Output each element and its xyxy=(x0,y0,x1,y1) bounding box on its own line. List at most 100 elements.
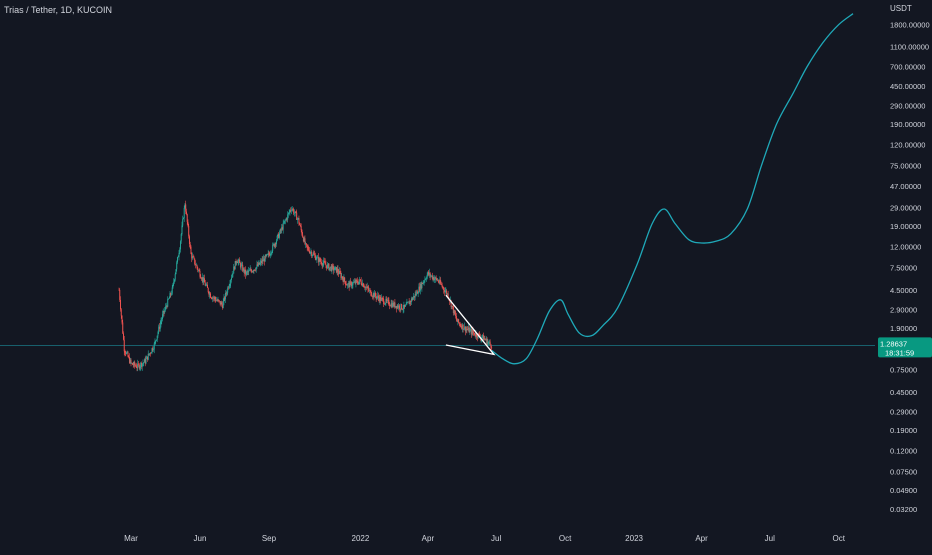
candle-body xyxy=(426,274,428,279)
candle-body xyxy=(431,275,433,277)
candle-body xyxy=(159,323,161,329)
candle-body xyxy=(133,362,135,366)
candle-body xyxy=(344,277,346,282)
candle-body xyxy=(149,353,151,355)
candle-body xyxy=(266,254,268,256)
candle-body xyxy=(362,283,364,286)
candle-body xyxy=(158,326,160,333)
candle-body xyxy=(152,348,154,351)
candle-body xyxy=(375,295,377,299)
candle-body xyxy=(246,271,248,273)
candle-body xyxy=(131,363,133,364)
candle-body xyxy=(239,260,241,264)
candle-body xyxy=(285,218,287,221)
candle-body xyxy=(134,362,136,366)
candle-body xyxy=(394,302,396,308)
candle-body xyxy=(154,341,156,344)
candle-body xyxy=(455,314,457,317)
candle-body xyxy=(458,319,460,323)
candle-body xyxy=(443,287,445,290)
price-axis[interactable]: 1800.00000 1100.00000 700.00000 450.00000 29… xyxy=(890,21,930,515)
candle-body xyxy=(132,364,134,366)
candle-body xyxy=(249,269,251,271)
candle-body xyxy=(360,280,362,284)
candle-body xyxy=(343,277,345,282)
candle-body xyxy=(196,265,198,268)
candle-body xyxy=(127,352,129,357)
candle-body xyxy=(124,351,126,353)
candle-body xyxy=(410,298,412,303)
candle-body xyxy=(272,244,274,251)
time-axis[interactable]: Mar Jun Sep 2022 Apr Jul Oct 2023 Apr Jul Oct xyxy=(124,534,846,543)
candle-body xyxy=(217,299,219,301)
candle-body xyxy=(222,301,224,309)
candle-body xyxy=(291,209,293,210)
candle-body xyxy=(406,302,408,305)
candle-body xyxy=(263,258,265,262)
candle-body xyxy=(314,254,316,256)
candle-body xyxy=(125,352,127,354)
falling-wedge-annotation xyxy=(445,294,496,356)
candle-body xyxy=(194,264,196,266)
candle-body xyxy=(315,259,317,260)
candle-body xyxy=(163,310,165,313)
candle-body xyxy=(421,282,423,289)
candle-body xyxy=(482,335,484,338)
candle-body xyxy=(201,277,203,280)
candle-body xyxy=(200,276,202,279)
candle-body xyxy=(230,280,232,284)
y-tick-label: 19.00000 xyxy=(890,222,921,231)
candle-body xyxy=(326,265,328,269)
candle-body xyxy=(162,310,164,315)
candle-body xyxy=(398,305,400,308)
candle-body xyxy=(353,281,355,283)
candle-body xyxy=(363,286,365,288)
candle-body xyxy=(260,261,262,263)
candle-body xyxy=(474,334,476,336)
candle-body xyxy=(276,235,278,241)
candle-body xyxy=(181,225,183,235)
candle-body xyxy=(305,243,307,245)
candle-body xyxy=(432,277,434,279)
candle-body xyxy=(309,252,311,253)
candle-body xyxy=(468,327,470,333)
candle-body xyxy=(445,290,447,292)
candle-body xyxy=(223,297,225,302)
candle-body xyxy=(350,282,352,287)
candle-body xyxy=(481,337,483,339)
candle-body xyxy=(341,276,343,279)
candle-body xyxy=(215,300,217,302)
y-tick-label: 12.00000 xyxy=(890,243,921,252)
candle-body xyxy=(118,289,120,291)
candle-body xyxy=(258,262,260,265)
candle-body xyxy=(209,293,211,298)
candle-body xyxy=(264,255,266,262)
candle-body xyxy=(176,257,178,263)
candle-body xyxy=(208,292,210,295)
candle-body xyxy=(242,264,244,271)
candle-body xyxy=(296,218,298,220)
x-tick-label: Jun xyxy=(194,534,207,543)
candle-body xyxy=(184,204,186,208)
candle-body xyxy=(320,261,322,265)
candle-body xyxy=(399,308,401,310)
candle-body xyxy=(487,342,489,345)
candle-body xyxy=(183,207,185,219)
candle-body xyxy=(356,280,358,283)
x-tick-label: Oct xyxy=(559,534,572,543)
candle-body xyxy=(137,363,139,365)
candle-body xyxy=(211,297,213,299)
candle-body xyxy=(450,300,452,307)
candle-body xyxy=(173,279,175,282)
candle-body xyxy=(442,286,444,288)
candle-body xyxy=(452,305,454,307)
candle-body xyxy=(123,339,125,352)
candle-body xyxy=(419,286,421,291)
candle-body xyxy=(346,284,348,286)
candle-body xyxy=(210,297,212,299)
candle-body xyxy=(269,254,271,256)
candle-body xyxy=(491,347,493,349)
